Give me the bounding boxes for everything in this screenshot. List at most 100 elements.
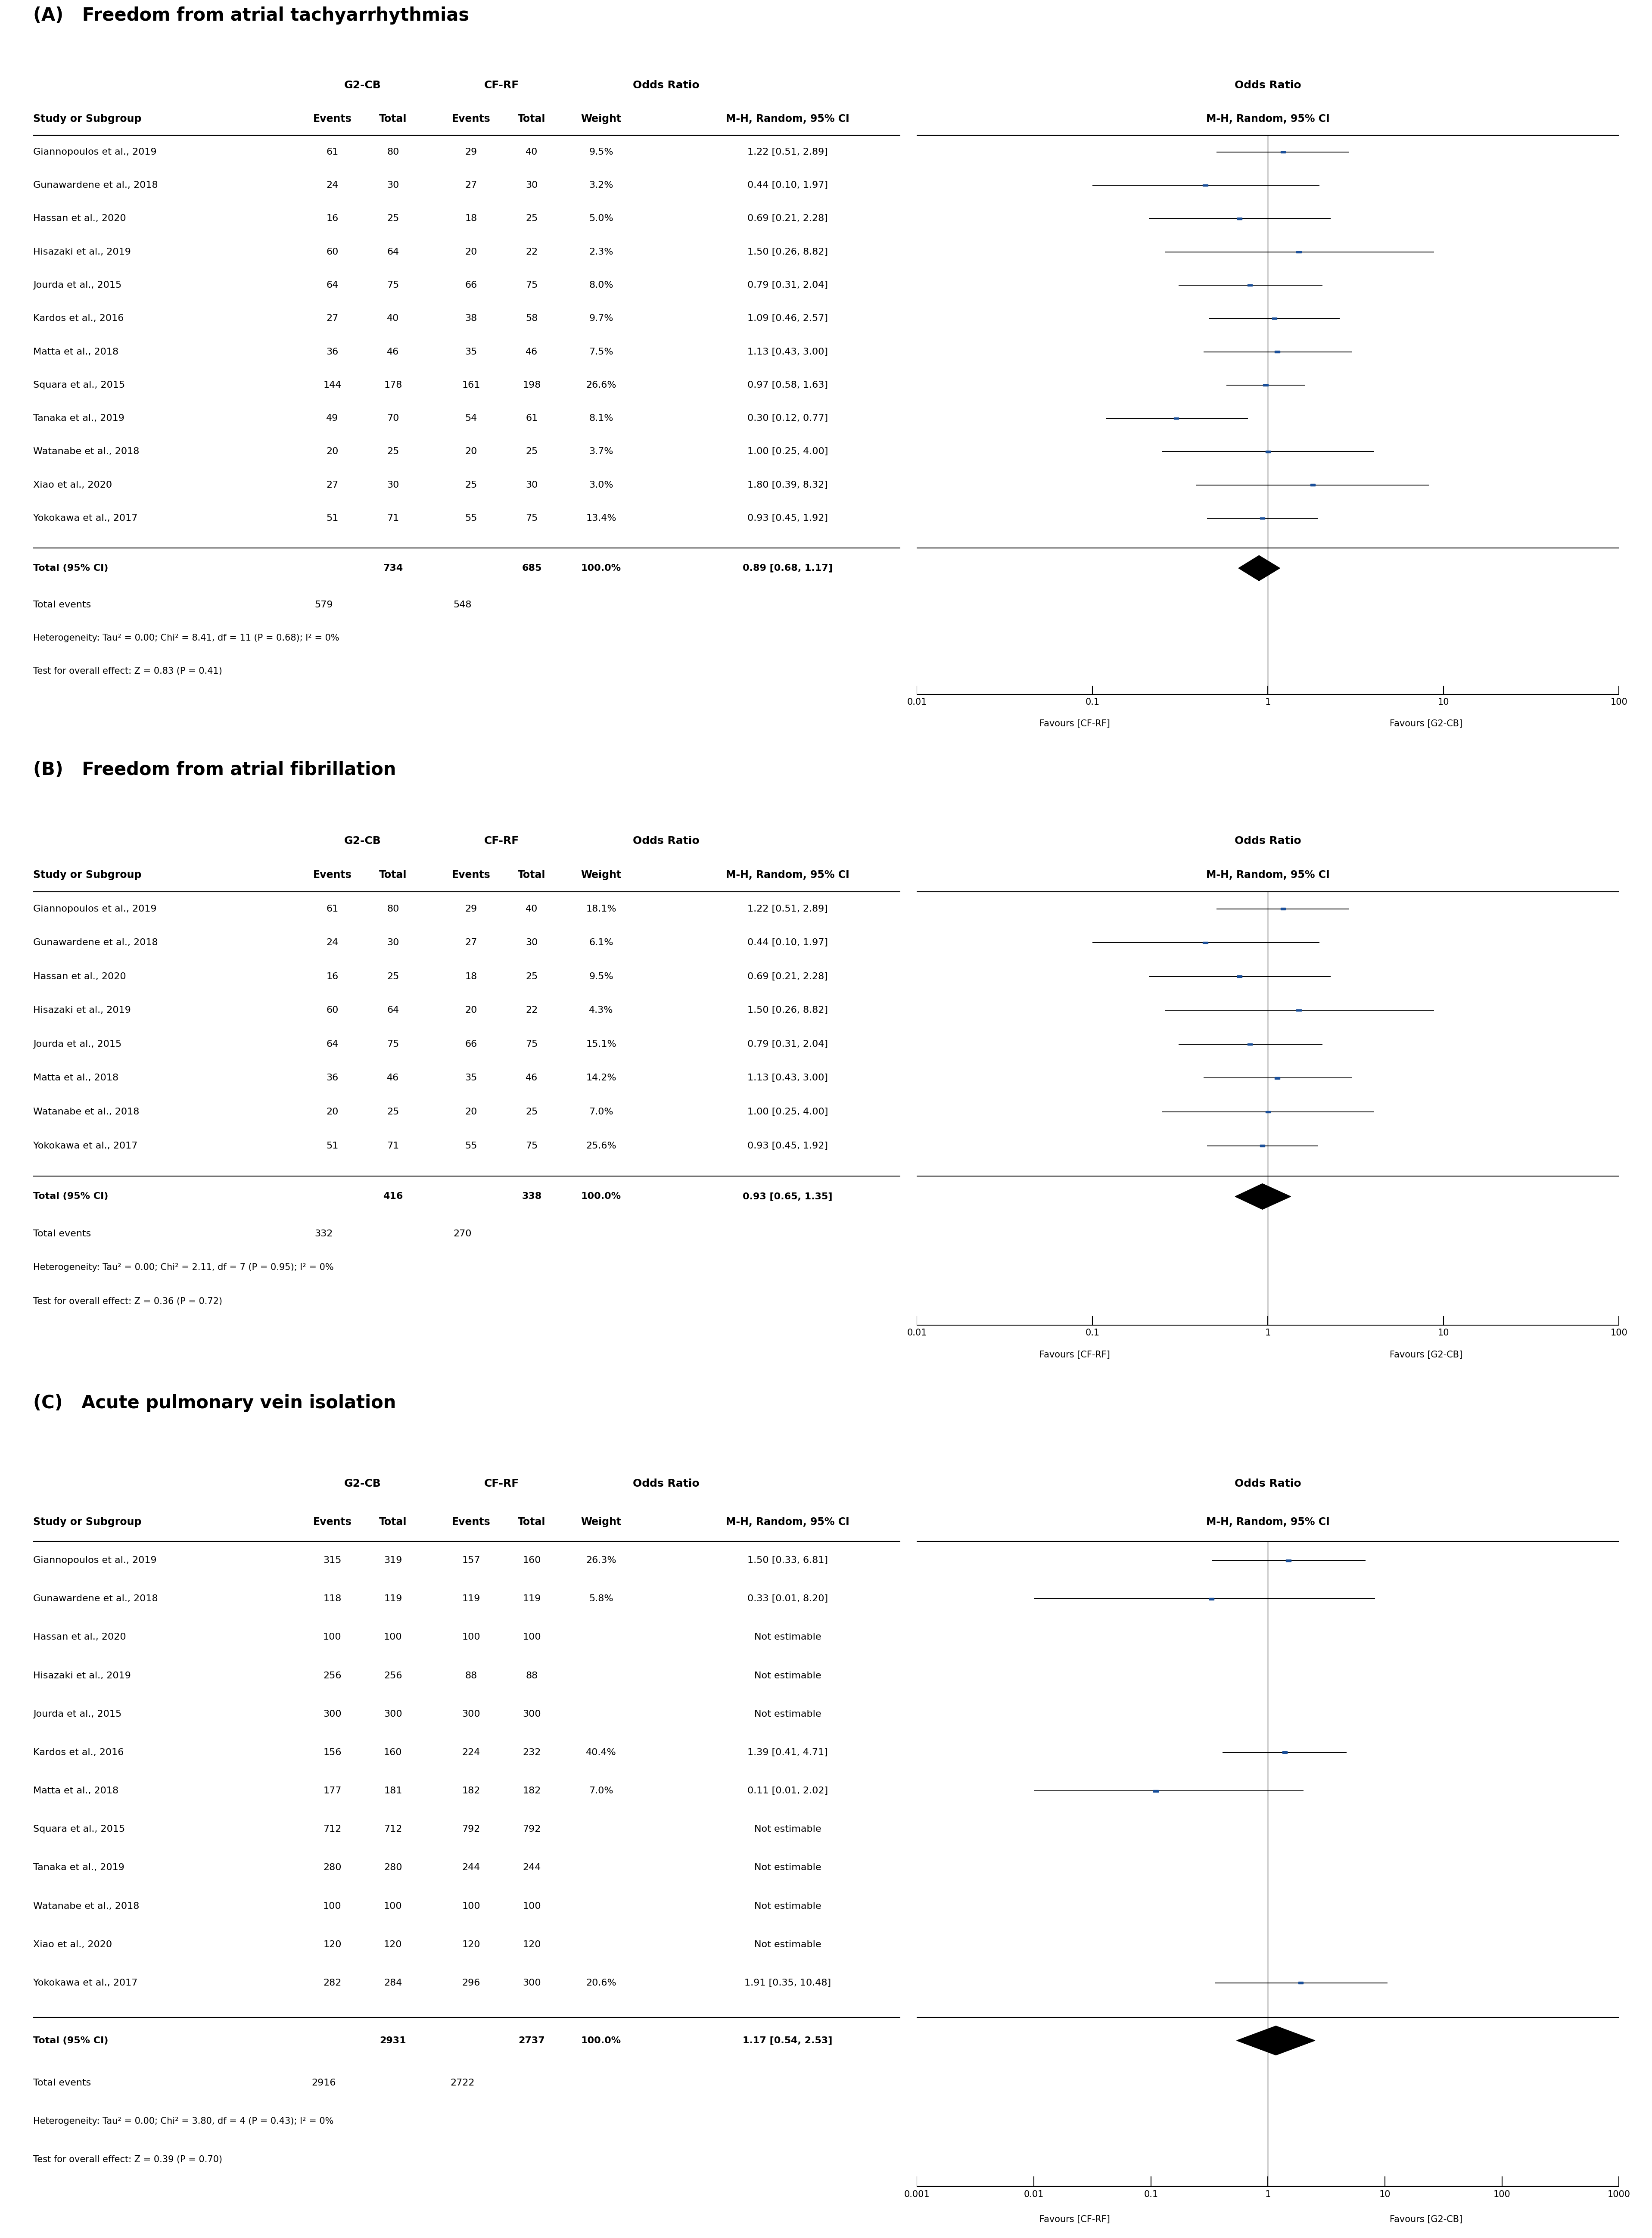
Text: Odds Ratio: Odds Ratio	[633, 837, 699, 846]
Text: 100: 100	[1611, 1329, 1627, 1336]
Text: Heterogeneity: Tau² = 0.00; Chi² = 3.80, df = 4 (P = 0.43); I² = 0%: Heterogeneity: Tau² = 0.00; Chi² = 3.80,…	[33, 2117, 334, 2126]
Text: 20: 20	[325, 1108, 339, 1117]
Text: Total (95% CI): Total (95% CI)	[33, 564, 107, 573]
Text: 0.30 [0.12, 0.77]: 0.30 [0.12, 0.77]	[747, 414, 828, 423]
Text: 181: 181	[383, 1786, 401, 1795]
Text: 64: 64	[387, 1007, 400, 1014]
Text: (A)   Freedom from atrial tachyarrhythmias: (A) Freedom from atrial tachyarrhythmias	[33, 7, 469, 25]
Text: 1000: 1000	[1607, 2191, 1631, 2200]
Text: 0.44 [0.10, 1.97]: 0.44 [0.10, 1.97]	[747, 181, 828, 190]
Text: Hisazaki et al., 2019: Hisazaki et al., 2019	[33, 248, 131, 255]
Text: 71: 71	[387, 1141, 400, 1150]
Text: 1.50 [0.33, 6.81]: 1.50 [0.33, 6.81]	[747, 1555, 828, 1564]
Text: 232: 232	[522, 1748, 540, 1757]
Text: 60: 60	[325, 248, 339, 255]
Text: 119: 119	[383, 1593, 401, 1602]
Text: Favours [G2-CB]: Favours [G2-CB]	[1389, 1350, 1462, 1358]
Text: 25: 25	[525, 448, 539, 457]
Text: 46: 46	[387, 1074, 400, 1083]
Text: 9.7%: 9.7%	[590, 313, 613, 322]
Text: 27: 27	[325, 481, 339, 490]
Text: 75: 75	[525, 515, 539, 521]
Text: 55: 55	[464, 1141, 477, 1150]
Text: 61: 61	[525, 414, 539, 423]
Text: 685: 685	[522, 564, 542, 573]
Text: 20: 20	[464, 1007, 477, 1014]
Text: 1.22 [0.51, 2.89]: 1.22 [0.51, 2.89]	[747, 904, 828, 913]
Text: Study or Subgroup: Study or Subgroup	[33, 114, 142, 123]
Text: Not estimable: Not estimable	[753, 1902, 821, 1911]
Text: CF-RF: CF-RF	[484, 81, 519, 90]
Text: Study or Subgroup: Study or Subgroup	[33, 1517, 142, 1526]
Text: 35: 35	[464, 347, 477, 356]
Text: 579: 579	[314, 600, 332, 609]
Text: 3.2%: 3.2%	[590, 181, 613, 190]
Text: 30: 30	[387, 181, 400, 190]
Text: 332: 332	[314, 1229, 332, 1238]
Text: 1.50 [0.26, 8.82]: 1.50 [0.26, 8.82]	[747, 248, 828, 255]
Text: 80: 80	[387, 148, 400, 157]
Text: 120: 120	[463, 1940, 481, 1949]
Text: 30: 30	[525, 181, 539, 190]
Text: 46: 46	[525, 347, 539, 356]
Text: 161: 161	[463, 380, 481, 389]
Text: 118: 118	[324, 1593, 342, 1602]
Text: 100: 100	[383, 1634, 401, 1640]
Text: 0.001: 0.001	[904, 2191, 930, 2200]
Text: 1.22 [0.51, 2.89]: 1.22 [0.51, 2.89]	[747, 148, 828, 157]
Text: 25: 25	[464, 481, 477, 490]
Text: Test for overall effect: Z = 0.83 (P = 0.41): Test for overall effect: Z = 0.83 (P = 0…	[33, 667, 221, 676]
Text: 0.79 [0.31, 2.04]: 0.79 [0.31, 2.04]	[747, 1041, 828, 1047]
Text: 13.4%: 13.4%	[586, 515, 616, 521]
Text: 100: 100	[1493, 2191, 1510, 2200]
Text: Total events: Total events	[33, 600, 91, 609]
Text: 119: 119	[522, 1593, 540, 1602]
Text: 120: 120	[383, 1940, 401, 1949]
Text: 100: 100	[383, 1902, 401, 1911]
Text: Matta et al., 2018: Matta et al., 2018	[33, 347, 119, 356]
Text: Total: Total	[517, 1517, 545, 1526]
Text: 0.69 [0.21, 2.28]: 0.69 [0.21, 2.28]	[747, 971, 828, 980]
Text: 177: 177	[324, 1786, 342, 1795]
Text: 0.11 [0.01, 2.02]: 0.11 [0.01, 2.02]	[747, 1786, 828, 1795]
Text: 27: 27	[325, 313, 339, 322]
Text: 64: 64	[325, 1041, 339, 1047]
Text: Odds Ratio: Odds Ratio	[633, 81, 699, 90]
Text: 25.6%: 25.6%	[586, 1141, 616, 1150]
Text: 282: 282	[324, 1978, 342, 1987]
Text: 22: 22	[525, 248, 539, 255]
Text: 792: 792	[463, 1824, 481, 1833]
Text: 20: 20	[464, 248, 477, 255]
Text: Study or Subgroup: Study or Subgroup	[33, 871, 142, 880]
Text: 61: 61	[325, 148, 339, 157]
Text: Total: Total	[378, 871, 406, 880]
Text: 1.50 [0.26, 8.82]: 1.50 [0.26, 8.82]	[747, 1007, 828, 1014]
Text: 10: 10	[1379, 2191, 1391, 2200]
Text: 46: 46	[387, 347, 400, 356]
Text: G2-CB: G2-CB	[344, 1479, 382, 1488]
Text: Total events: Total events	[33, 1229, 91, 1238]
Text: 25: 25	[387, 1108, 400, 1117]
Text: 14.2%: 14.2%	[586, 1074, 616, 1083]
Text: 182: 182	[522, 1786, 540, 1795]
Text: 54: 54	[464, 414, 477, 423]
Text: 25: 25	[387, 971, 400, 980]
Text: 178: 178	[383, 380, 401, 389]
Text: Tanaka et al., 2019: Tanaka et al., 2019	[33, 414, 124, 423]
Text: 315: 315	[324, 1555, 342, 1564]
Text: (C)   Acute pulmonary vein isolation: (C) Acute pulmonary vein isolation	[33, 1394, 396, 1412]
Text: Favours [CF-RF]: Favours [CF-RF]	[1039, 1350, 1110, 1358]
Text: G2-CB: G2-CB	[344, 81, 382, 90]
Text: 280: 280	[383, 1864, 401, 1871]
Text: 24: 24	[325, 181, 339, 190]
Text: 27: 27	[464, 938, 477, 947]
Text: 20.6%: 20.6%	[586, 1978, 616, 1987]
Text: Heterogeneity: Tau² = 0.00; Chi² = 8.41, df = 11 (P = 0.68); I² = 0%: Heterogeneity: Tau² = 0.00; Chi² = 8.41,…	[33, 633, 339, 642]
Text: M-H, Random, 95% CI: M-H, Random, 95% CI	[725, 114, 849, 123]
Text: 15.1%: 15.1%	[586, 1041, 616, 1047]
Text: Matta et al., 2018: Matta et al., 2018	[33, 1786, 119, 1795]
Text: 25: 25	[387, 448, 400, 457]
Text: 51: 51	[325, 1141, 339, 1150]
Text: 0.69 [0.21, 2.28]: 0.69 [0.21, 2.28]	[747, 215, 828, 224]
Text: 160: 160	[522, 1555, 540, 1564]
